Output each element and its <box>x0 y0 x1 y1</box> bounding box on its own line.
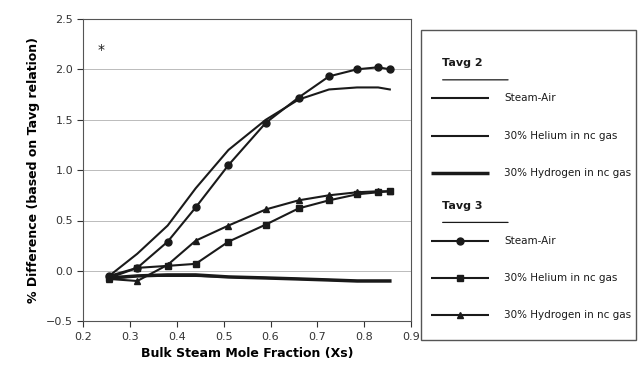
Text: Steam-Air: Steam-Air <box>505 93 556 104</box>
Text: 30% Helium in nc gas: 30% Helium in nc gas <box>505 131 618 141</box>
Y-axis label: % Difference (based on Tavg relation): % Difference (based on Tavg relation) <box>28 37 40 303</box>
Text: 30% Hydrogen in nc gas: 30% Hydrogen in nc gas <box>505 310 632 321</box>
X-axis label: Bulk Steam Mole Fraction (Xs): Bulk Steam Mole Fraction (Xs) <box>141 347 353 360</box>
Text: *: * <box>98 43 105 57</box>
Text: 30% Helium in nc gas: 30% Helium in nc gas <box>505 273 618 283</box>
Text: Tavg 2: Tavg 2 <box>442 58 483 68</box>
Text: 30% Hydrogen in nc gas: 30% Hydrogen in nc gas <box>505 168 632 178</box>
Text: Tavg 3: Tavg 3 <box>442 201 483 211</box>
Text: Steam-Air: Steam-Air <box>505 236 556 246</box>
